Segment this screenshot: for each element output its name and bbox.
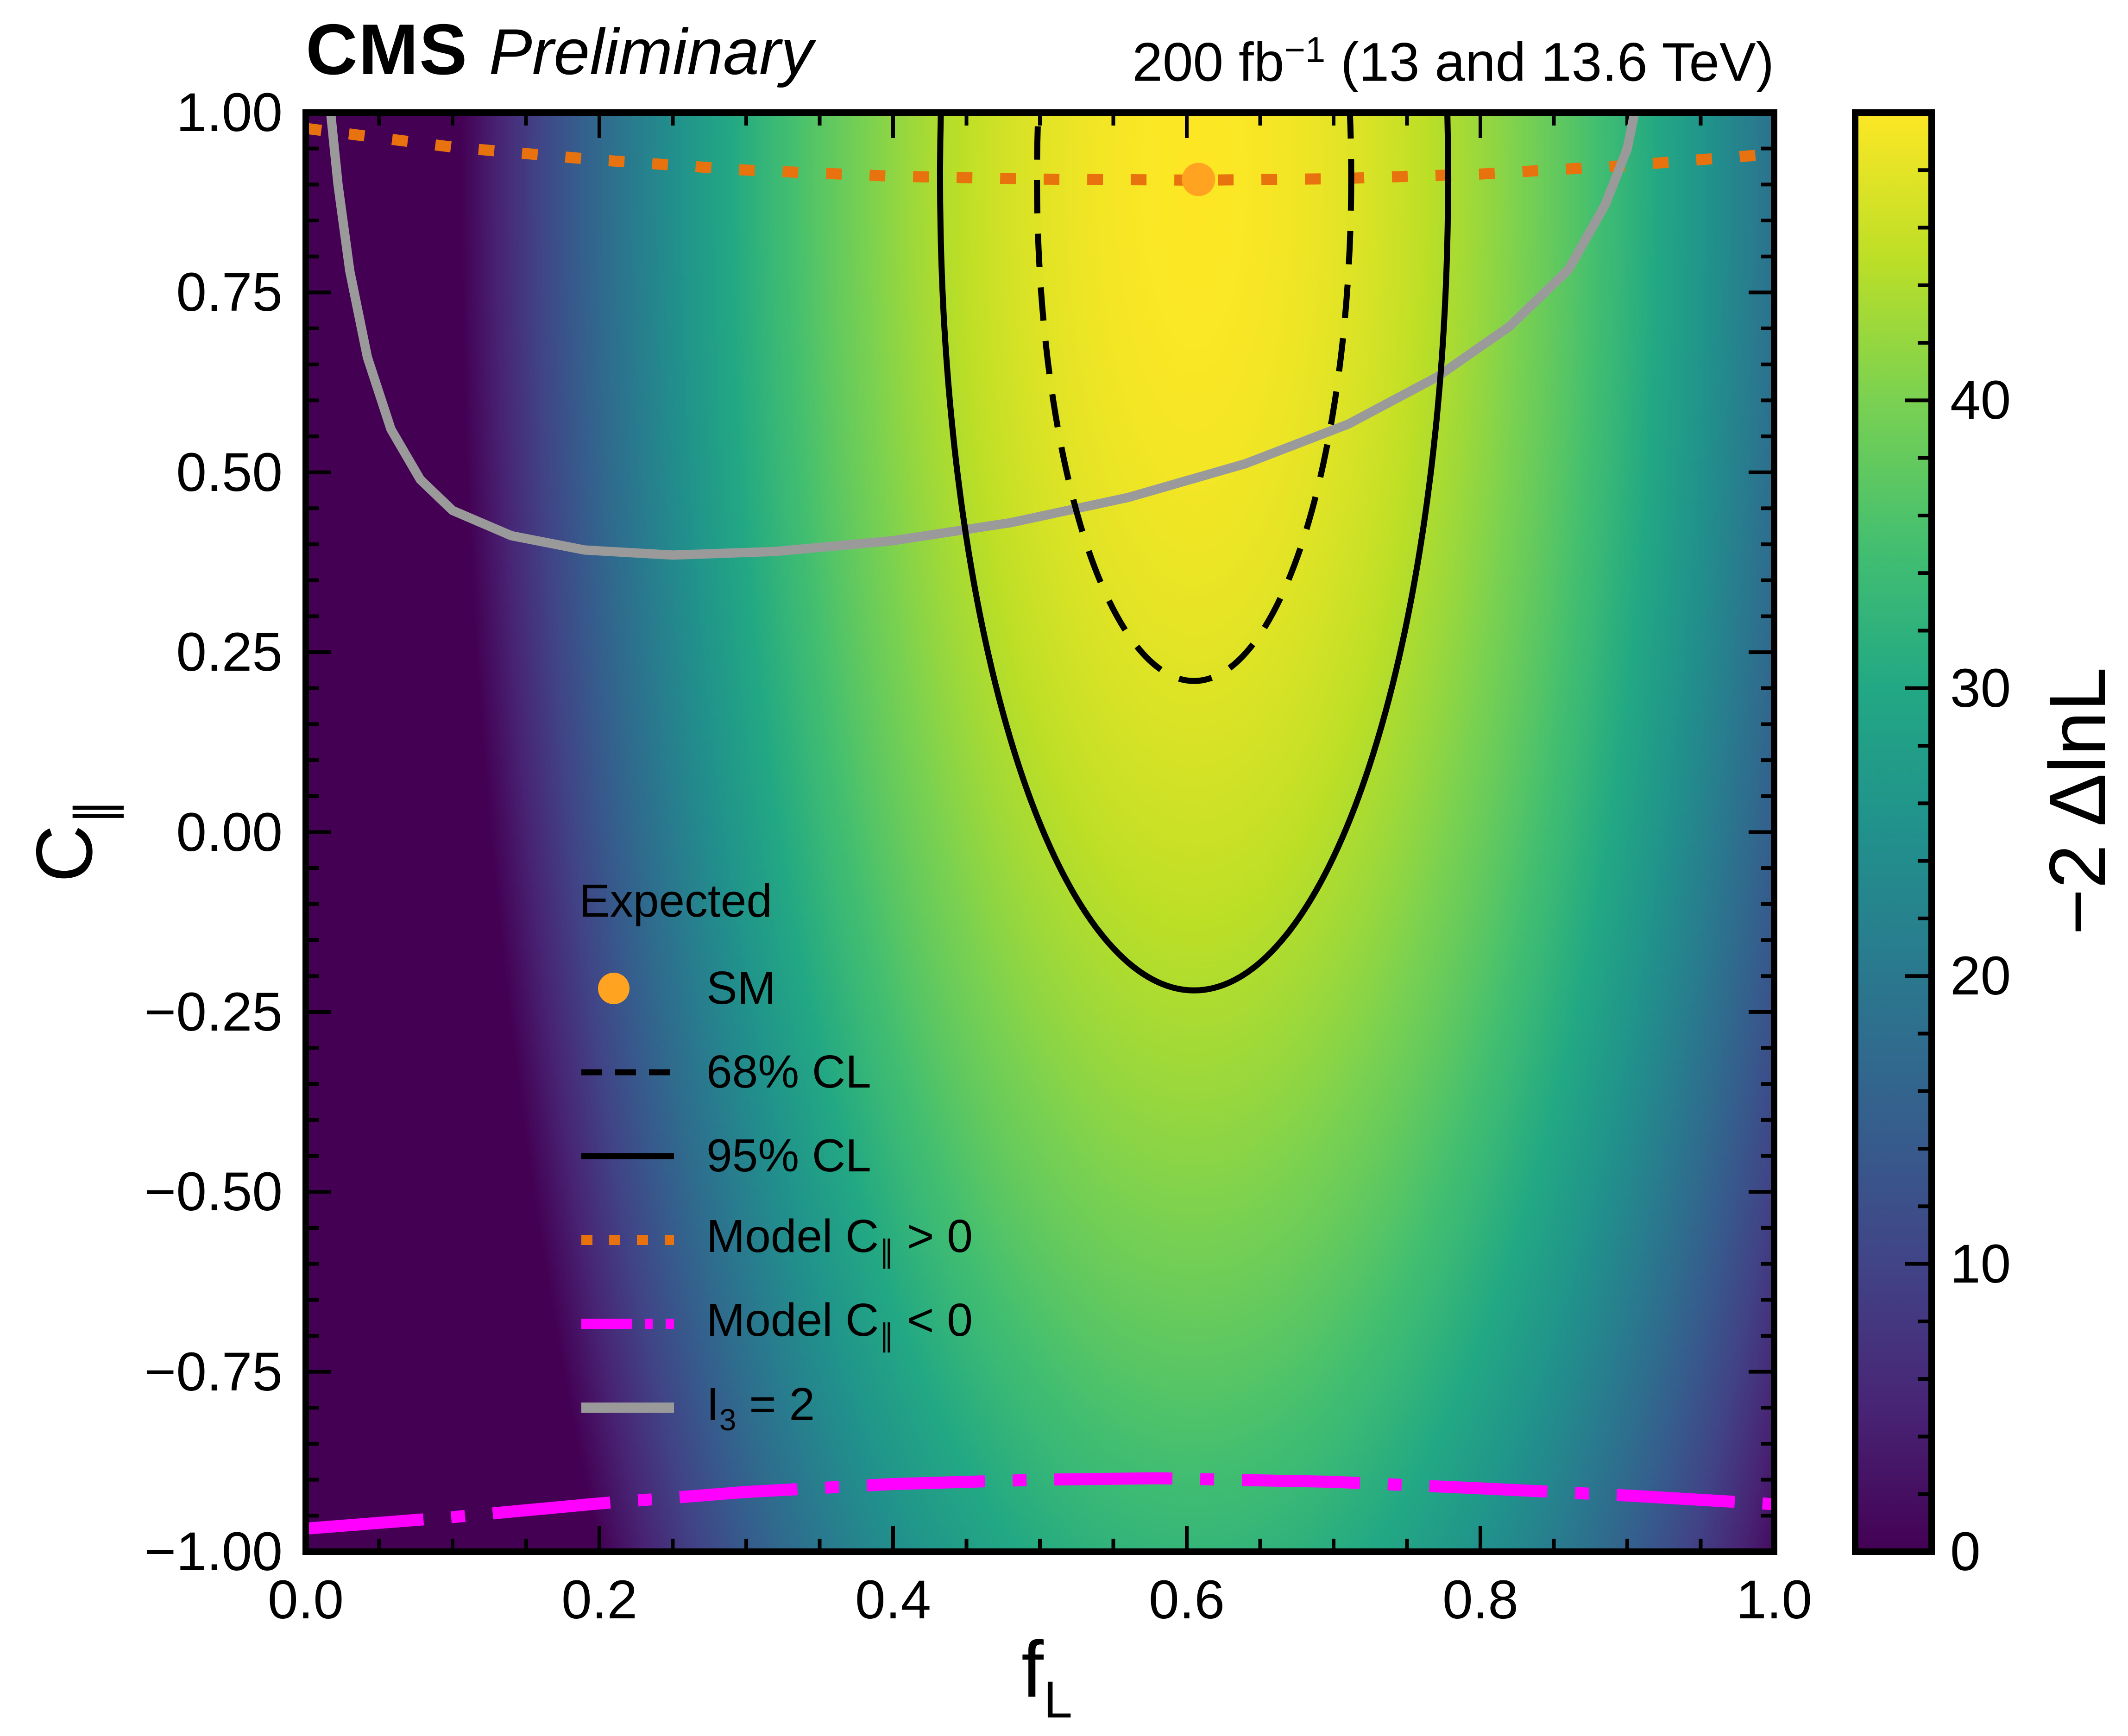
solid-line-icon: [581, 1153, 674, 1159]
preliminary-tag: Preliminary: [489, 15, 813, 88]
legend: Expected SM 68% CL 95% CL: [579, 874, 973, 1449]
legend-label-i3: I3 = 2: [706, 1378, 815, 1437]
colorbar-tick-label: 30: [1950, 657, 2011, 719]
colorbar-gradient: [1855, 113, 1932, 1552]
legend-item-sm: SM: [579, 946, 973, 1030]
y-axis-label: C∥: [20, 799, 124, 883]
colorbar-label: −2 ΔlnL: [2033, 667, 2122, 935]
legend-header: Expected: [579, 875, 772, 927]
lumi-superscript: −1: [1284, 29, 1326, 70]
legend-item-model-pos: Model C∥ > 0: [579, 1198, 973, 1282]
legend-label-95cl: 95% CL: [706, 1130, 871, 1182]
x-tick-label: 0.4: [855, 1569, 932, 1630]
lumi-energy-text: (13 and 13.6 TeV): [1325, 31, 1774, 93]
y-tick-label: 0.75: [176, 262, 283, 323]
colorbar-tick-label: 40: [1950, 370, 2011, 431]
dotted-line-icon: [581, 1234, 674, 1245]
legend-item-68cl: 68% CL: [579, 1030, 973, 1114]
legend-label-sm: SM: [706, 962, 776, 1014]
colorbar-ticks: [1905, 113, 1932, 1552]
experiment-name: CMS: [306, 9, 468, 89]
x-tick-label: 0.2: [561, 1569, 638, 1630]
x-tick-label: 0.8: [1442, 1569, 1519, 1630]
plot-area: Expected SM 68% CL 95% CL: [302, 109, 1777, 1555]
legend-label-68cl: 68% CL: [706, 1046, 871, 1098]
figure-title: CMS Preliminary: [306, 8, 813, 91]
y-tick-label: −0.25: [144, 981, 283, 1043]
dashdot-line-icon: [581, 1318, 674, 1329]
sm-dot-icon: [598, 972, 630, 1004]
luminosity-label: 200 fb−1 (13 and 13.6 TeV): [1019, 29, 1774, 94]
y-tick-label: 0.50: [176, 441, 283, 503]
plot-overlay: [306, 113, 1774, 1552]
lumi-text: 200 fb: [1132, 31, 1284, 93]
y-tick-label: 0.25: [176, 622, 283, 683]
y-tick-label: −0.50: [144, 1161, 283, 1223]
gray-line-icon: [581, 1402, 674, 1413]
legend-label-model-neg: Model C∥ < 0: [706, 1294, 973, 1352]
legend-item-i3: I3 = 2: [579, 1365, 973, 1449]
y-tick-label: 1.00: [176, 82, 283, 143]
likelihood-heatmap: [306, 113, 1774, 1552]
x-tick-label: 0.0: [267, 1569, 344, 1630]
colorbar-tick-label: 10: [1950, 1233, 2011, 1295]
y-tick-label: −1.00: [144, 1521, 283, 1582]
legend-item-model-neg: Model C∥ < 0: [579, 1282, 973, 1365]
x-tick-label: 0.6: [1148, 1569, 1225, 1630]
colorbar: [1852, 109, 1935, 1555]
x-tick-label: 1.0: [1736, 1569, 1813, 1630]
y-tick-label: −0.75: [144, 1341, 283, 1403]
dashed-line-icon: [581, 1069, 674, 1075]
sm-point: [1182, 163, 1215, 196]
legend-item-95cl: 95% CL: [579, 1114, 973, 1198]
colorbar-tick-label: 20: [1950, 945, 2011, 1007]
y-tick-label: 0.00: [176, 801, 283, 863]
colorbar-tick-label: 0: [1950, 1521, 1981, 1582]
x-axis-label: fL: [1021, 1625, 1073, 1729]
legend-label-model-pos: Model C∥ > 0: [706, 1210, 973, 1269]
